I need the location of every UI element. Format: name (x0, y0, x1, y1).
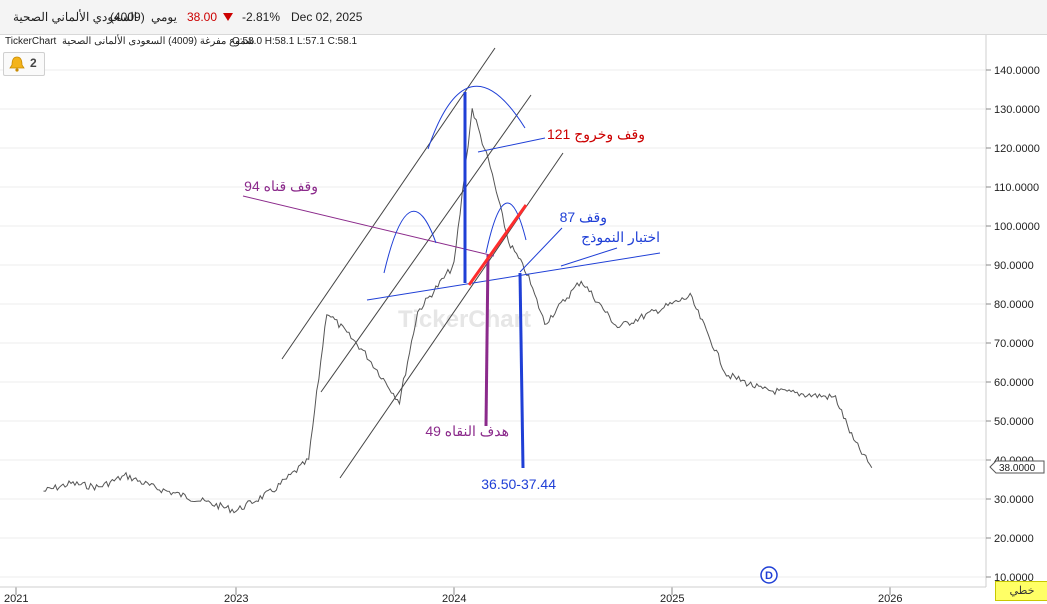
x-tick-label: 2021 (4, 593, 28, 604)
channel-middle-line (320, 94, 532, 393)
triangle-down-icon (222, 11, 234, 25)
dividend-marker-label: D (765, 570, 773, 582)
channel-stop-line (242, 195, 495, 257)
annotation-channel-stop: 94 وقف قناه (244, 178, 318, 195)
annotation-pattern-test: اختبار النموذج (581, 229, 660, 246)
x-tick-label: 2024 (442, 593, 466, 604)
alerts-count: 2 (30, 56, 37, 70)
date-label: Dec 02, 2025 (291, 10, 363, 24)
annotations: وقف وخروج 121 94 وقف قناه وقف 87 اختبار … (244, 126, 660, 492)
pattern-test-leader (560, 247, 618, 267)
y-tick-label: 80.0000 (994, 299, 1034, 311)
head-arc (427, 85, 526, 150)
symbol-name: السعودي الألماني الصحية (13, 10, 138, 24)
annotation-target-49: هدف النقاه 49 (425, 423, 509, 439)
x-axis: 2021 2023 2024 2025 2026 (4, 587, 902, 604)
last-price: 38.00 (187, 10, 218, 24)
y-tick-label: 140.0000 (994, 65, 1040, 77)
annotation-target-range: 36.50-37.44 (481, 476, 556, 492)
top-bar: السعودي الألماني الصحية (4009) يومي 38.0… (0, 0, 1047, 35)
right-shoulder-arc (485, 202, 527, 254)
drawings (242, 47, 661, 479)
y-axis: 140.0000 130.0000 120.0000 110.0000 100.0000… (986, 65, 1040, 584)
x-tick-label: 2023 (224, 593, 248, 604)
brand-label: TickerChart (5, 36, 57, 47)
left-shoulder-arc (383, 210, 437, 274)
symbol-code: (4009) (110, 10, 145, 24)
period-label[interactable]: يومي (151, 10, 177, 24)
watermark: TickerChart (398, 306, 531, 333)
chart-info-bar: TickerChart شموع مفرغة (4009) السعودى ال… (0, 35, 985, 49)
annotation-stop-121: وقف وخروج 121 (547, 126, 645, 143)
ohlc-readout: O:58.0 H:58.1 L:57.1 C:58.1 (232, 36, 358, 47)
chart-title: شموع مفرغة (4009) السعودى الألمانى الصحي… (62, 36, 255, 47)
price-chart[interactable]: 2021 2023 2024 2025 2026 140.0000 130.0000 120… (0, 35, 1047, 604)
y-tick-label: 120.0000 (994, 143, 1040, 155)
y-tick-label: 70.0000 (994, 338, 1034, 350)
y-tick-label: 130.0000 (994, 104, 1040, 116)
last-price-tag-label: 38.0000 (999, 463, 1036, 474)
chart-grid (0, 69, 986, 578)
neckline (366, 252, 661, 301)
y-tick-label: 100.0000 (994, 221, 1040, 233)
channel-upper-line (281, 47, 496, 360)
stop-121-leader (477, 137, 546, 153)
projection-bar (518, 272, 525, 469)
last-price-tag: 38.0000 (989, 460, 1045, 474)
stop-87-leader (519, 227, 563, 273)
y-tick-label: 90.0000 (994, 260, 1034, 272)
bell-icon (9, 56, 25, 72)
price-change: -2.81% (242, 10, 281, 24)
price-series (43, 108, 873, 514)
x-tick-label: 2026 (878, 593, 902, 604)
y-tick-label: 20.0000 (994, 533, 1034, 545)
target-bar (484, 254, 490, 427)
y-tick-label: 30.0000 (994, 494, 1034, 506)
y-tick-label: 60.0000 (994, 377, 1034, 389)
circled-d-icon[interactable]: D (760, 566, 778, 584)
line-mode-button[interactable]: خطي (995, 581, 1047, 601)
y-tick-label: 50.0000 (994, 416, 1034, 428)
x-tick-label: 2025 (660, 593, 684, 604)
y-tick-label: 110.0000 (994, 182, 1039, 194)
annotation-stop-87: وقف 87 (560, 209, 607, 226)
breakout-line (467, 204, 528, 286)
alerts-button[interactable]: 2 (3, 52, 45, 76)
